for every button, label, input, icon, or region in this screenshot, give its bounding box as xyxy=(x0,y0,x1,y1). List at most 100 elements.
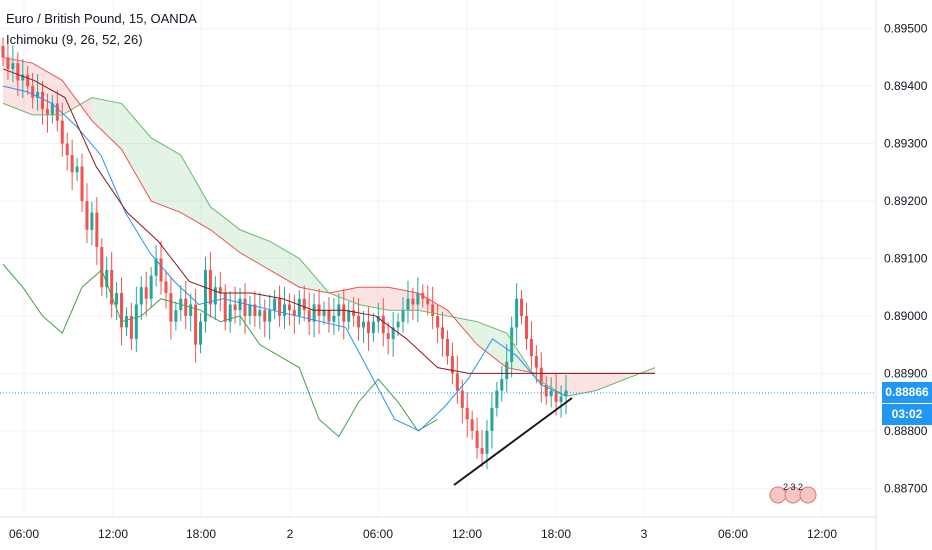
candle-body[interactable] xyxy=(283,304,286,316)
candle-body[interactable] xyxy=(534,356,538,368)
candle-body[interactable] xyxy=(110,269,114,305)
candle-body[interactable] xyxy=(381,315,385,334)
candle-body[interactable] xyxy=(445,338,449,357)
candle-body[interactable] xyxy=(75,166,79,173)
candle-body[interactable] xyxy=(253,304,257,316)
candle-body[interactable] xyxy=(362,321,366,328)
candle-body[interactable] xyxy=(115,292,119,305)
candle-body[interactable] xyxy=(426,298,430,305)
candle-body[interactable] xyxy=(189,304,193,316)
candle-body[interactable] xyxy=(70,155,74,173)
candle-body[interactable] xyxy=(332,315,336,322)
candle-body[interactable] xyxy=(208,269,212,305)
candle-body[interactable] xyxy=(505,361,509,380)
candle-body[interactable] xyxy=(144,287,148,299)
candle-body[interactable] xyxy=(524,315,528,339)
candle-body[interactable] xyxy=(238,298,242,311)
candle-body[interactable] xyxy=(287,304,291,311)
candle-body[interactable] xyxy=(31,86,35,98)
candle-body[interactable] xyxy=(16,63,20,81)
candle-body[interactable] xyxy=(85,201,89,230)
candle-body[interactable] xyxy=(223,292,227,322)
candle-body[interactable] xyxy=(6,57,10,69)
candle-body[interactable] xyxy=(120,292,124,328)
candle-body[interactable] xyxy=(490,407,494,431)
candle-body[interactable] xyxy=(90,212,94,230)
candle-body[interactable] xyxy=(1,45,5,58)
candle-body[interactable] xyxy=(105,269,109,288)
candle-body[interactable] xyxy=(297,298,301,316)
candle-body[interactable] xyxy=(174,310,178,322)
candle-body[interactable] xyxy=(45,109,49,115)
candle-body[interactable] xyxy=(564,390,568,397)
candle-body[interactable] xyxy=(302,298,306,311)
candle-body[interactable] xyxy=(169,292,173,322)
candle-body[interactable] xyxy=(95,212,99,248)
candle-body[interactable] xyxy=(436,315,440,328)
candle-body[interactable] xyxy=(26,74,30,87)
candle-body[interactable] xyxy=(292,310,296,316)
candle-body[interactable] xyxy=(273,298,277,311)
indicator-title[interactable]: Ichimoku (9, 26, 52, 26) xyxy=(6,32,143,47)
candle-body[interactable] xyxy=(386,333,390,339)
candle-body[interactable] xyxy=(80,166,84,202)
candle-body[interactable] xyxy=(36,91,40,98)
candle-body[interactable] xyxy=(510,327,514,362)
candle-body[interactable] xyxy=(194,304,198,345)
candle-body[interactable] xyxy=(184,298,188,316)
candle-body[interactable] xyxy=(371,321,375,334)
candle-body[interactable] xyxy=(278,298,282,316)
candle-body[interactable] xyxy=(149,275,153,299)
candle-body[interactable] xyxy=(342,304,346,322)
candle-body[interactable] xyxy=(441,327,445,339)
candle-body[interactable] xyxy=(154,258,158,276)
candle-body[interactable] xyxy=(11,63,15,69)
candle-body[interactable] xyxy=(480,448,484,454)
candle-body[interactable] xyxy=(263,310,267,322)
candle-body[interactable] xyxy=(159,258,163,282)
candle-body[interactable] xyxy=(515,298,519,328)
candle-body[interactable] xyxy=(475,430,479,449)
candle-body[interactable] xyxy=(544,384,548,397)
candle-body[interactable] xyxy=(203,269,207,322)
candle-body[interactable] xyxy=(307,310,311,322)
candle-body[interactable] xyxy=(134,304,138,339)
candle-body[interactable] xyxy=(228,304,232,322)
candle-body[interactable] xyxy=(549,390,553,397)
price-axis[interactable]: 0.89500 0.89400 0.89300 0.89200 0.89100 0.890… xyxy=(884,22,928,496)
trend-line[interactable] xyxy=(453,397,573,486)
candle-body[interactable] xyxy=(455,373,459,391)
candle-body[interactable] xyxy=(485,430,489,454)
candle-body[interactable] xyxy=(243,298,247,316)
candle-body[interactable] xyxy=(539,367,543,385)
candle-body[interactable] xyxy=(65,143,69,156)
candle-body[interactable] xyxy=(376,315,380,322)
candle-body[interactable] xyxy=(391,327,395,339)
candle-body[interactable] xyxy=(218,287,222,293)
candle-body[interactable] xyxy=(124,315,128,328)
candle-body[interactable] xyxy=(357,315,361,328)
candle-body[interactable] xyxy=(529,338,533,357)
candle-body[interactable] xyxy=(248,304,252,316)
candle-body[interactable] xyxy=(327,310,331,322)
candle-body[interactable] xyxy=(460,390,464,408)
candle-body[interactable] xyxy=(450,356,454,374)
candle-body[interactable] xyxy=(396,321,400,328)
candle-body[interactable] xyxy=(199,321,203,345)
candle-body[interactable] xyxy=(322,310,326,316)
candle-body[interactable] xyxy=(21,74,25,81)
time-axis[interactable]: 06:00 12:00 18:00 2 06:00 12:00 18:00 3 06:00 12:… xyxy=(9,527,837,541)
candle-body[interactable] xyxy=(495,390,499,408)
candle-body[interactable] xyxy=(268,310,272,322)
candle-body[interactable] xyxy=(129,315,133,339)
candle-body[interactable] xyxy=(50,103,54,115)
candle-body[interactable] xyxy=(520,298,524,316)
candle-body[interactable] xyxy=(100,247,104,288)
candle-body[interactable] xyxy=(559,396,563,403)
candle-body[interactable] xyxy=(500,379,504,391)
timeline-events[interactable]: 2 3 2 xyxy=(769,482,817,504)
candle-body[interactable] xyxy=(139,287,143,305)
candle-body[interactable] xyxy=(60,120,64,144)
candle-body[interactable] xyxy=(470,419,474,431)
